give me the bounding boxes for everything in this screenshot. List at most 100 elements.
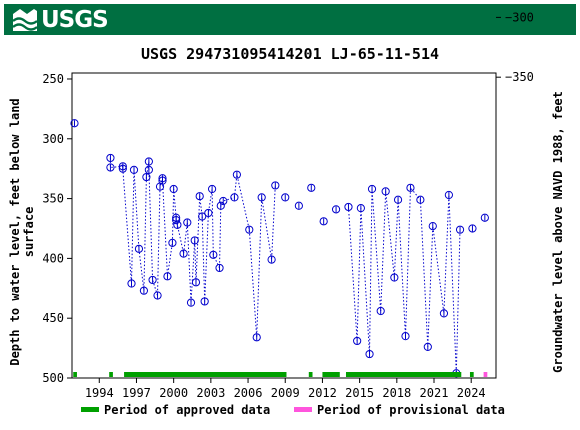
x-tick-label-1997: 1997: [122, 386, 151, 400]
approved-period-2: [124, 372, 287, 377]
data-point-47: [319, 217, 328, 226]
data-point-52: [365, 349, 374, 359]
legend-provisional-label: Period of provisional data: [317, 403, 505, 417]
data-point-26: [190, 236, 199, 245]
legend: Period of approved data Period of provis…: [81, 403, 505, 417]
y-right-tick-label--300: −300: [505, 10, 534, 24]
y-axis-left-label-line-2: surface: [22, 207, 36, 258]
data-point-46: [307, 183, 316, 192]
data-point-62: [428, 221, 437, 231]
data-point-61: [423, 342, 432, 352]
data-point-1: [106, 153, 115, 163]
y-left-tick-label-450: 450: [42, 311, 64, 325]
x-tick-label-1994: 1994: [85, 386, 114, 400]
data-point-30: [200, 297, 209, 306]
approved-period-6: [469, 372, 474, 377]
data-point-10: [144, 157, 153, 166]
data-point-68: [480, 213, 489, 222]
y-left-tick-label-350: 350: [42, 192, 64, 206]
data-point-27: [191, 278, 201, 287]
legend-approved-swatch: [81, 407, 99, 412]
data-point-28: [195, 192, 204, 201]
plot-area-frame: [71, 72, 497, 379]
data-point-64: [444, 190, 453, 200]
usgs-logo[interactable]: USGS: [12, 6, 109, 33]
connector-line-1: [348, 186, 461, 374]
x-tick-label-2021: 2021: [420, 386, 449, 400]
data-point-37: [230, 193, 239, 202]
data-point-18: [168, 238, 177, 247]
approved-period-1: [109, 372, 113, 377]
x-tick-label-2018: 2018: [382, 386, 411, 400]
data-points: [70, 119, 489, 378]
data-point-31: [204, 208, 213, 218]
approved-period-4: [322, 372, 340, 377]
x-tick-label-2009: 2009: [271, 386, 300, 400]
usgs-banner: USGS: [4, 4, 576, 35]
data-point-38: [232, 170, 241, 179]
data-point-2: [106, 163, 115, 172]
data-point-12: [148, 275, 157, 285]
data-point-23: [179, 249, 188, 258]
data-point-8: [139, 286, 149, 295]
data-point-16: [158, 176, 167, 185]
data-point-0: [70, 119, 79, 128]
data-point-48: [331, 205, 341, 214]
approved-period-0: [73, 372, 77, 377]
data-point-34: [215, 263, 224, 273]
data-point-21: [172, 216, 181, 225]
data-point-13: [153, 291, 162, 300]
data-point-43: [271, 181, 280, 190]
y-left-tick-label-500: 500: [42, 371, 64, 385]
data-point-32: [207, 184, 217, 194]
data-point-33: [209, 250, 218, 259]
data-point-35: [216, 201, 225, 210]
chart-title: USGS 294731095414201 LJ-65-11-514: [141, 45, 439, 63]
data-point-22: [173, 220, 182, 230]
x-tick-label-2015: 2015: [345, 386, 374, 400]
data-point-49: [344, 202, 353, 212]
data-point-42: [267, 255, 276, 264]
provisional-period-0: [483, 372, 488, 377]
y-right-tick-label--350: −350: [505, 70, 534, 84]
data-point-39: [245, 225, 254, 234]
data-point-36: [219, 196, 228, 206]
y-left-tick-label-300: 300: [42, 132, 64, 146]
data-point-54: [376, 306, 385, 316]
data-point-7: [134, 244, 144, 253]
data-point-29: [198, 212, 207, 221]
x-tick-label-2024: 2024: [457, 386, 486, 400]
data-point-55: [381, 187, 390, 196]
legend-approved-label: Period of approved data: [104, 403, 270, 417]
data-point-59: [406, 183, 415, 192]
data-point-57: [393, 195, 403, 204]
data-point-50: [353, 336, 362, 346]
data-point-40: [252, 333, 261, 342]
data-point-66: [455, 225, 465, 234]
data-point-24: [183, 218, 192, 227]
data-point-17: [163, 272, 172, 281]
data-point-44: [281, 193, 290, 202]
data-point-45: [294, 201, 303, 210]
approval-period-bars: [73, 372, 488, 377]
data-point-67: [468, 224, 477, 233]
data-point-4: [118, 164, 127, 173]
data-point-41: [257, 193, 266, 202]
plot-border: [71, 72, 497, 379]
data-point-19: [169, 184, 178, 194]
y-left-tick-label-250: 250: [42, 72, 64, 86]
data-point-58: [401, 332, 410, 341]
y-left-tick-label-400: 400: [42, 251, 64, 265]
approved-period-5: [345, 372, 462, 377]
x-tick-label-2006: 2006: [234, 386, 263, 400]
y-axis-left-label-line-1: Depth to water level, feet below land: [8, 98, 22, 365]
y-axis-right-label: Groundwater level above NAVD 1988, feet: [551, 91, 565, 373]
x-tick-label-2012: 2012: [308, 386, 337, 400]
usgs-brand-text: USGS: [41, 6, 109, 33]
data-point-11: [144, 165, 153, 174]
data-point-53: [367, 184, 377, 194]
data-point-56: [390, 273, 399, 282]
approved-period-3: [308, 372, 313, 377]
usgs-wave-logo-icon: [12, 8, 38, 31]
